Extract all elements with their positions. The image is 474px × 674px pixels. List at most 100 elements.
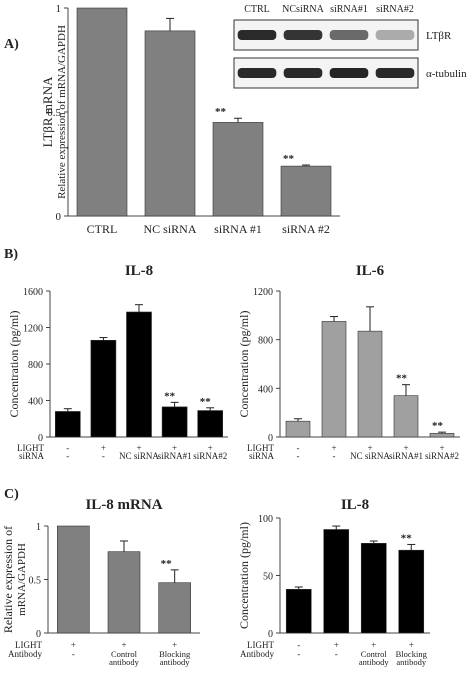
bar — [285, 420, 311, 438]
condition-value: - — [66, 443, 69, 453]
bar — [158, 582, 191, 634]
bar — [126, 311, 152, 438]
significance-mark: ** — [396, 373, 408, 385]
blot-row-label: α-tubulin — [426, 68, 467, 80]
y-tick-label: 800 — [28, 360, 43, 371]
condition-value: siRNA#1 — [158, 451, 192, 461]
bar — [197, 410, 223, 438]
bar — [357, 330, 383, 438]
blot-band — [329, 30, 369, 40]
significance-mark: ** — [401, 532, 413, 544]
condition-value: + — [101, 443, 106, 453]
condition-row-label: siRNA — [249, 451, 275, 461]
condition-value: Blocking — [396, 649, 428, 659]
condition-value: + — [172, 443, 177, 453]
bar — [323, 529, 350, 634]
bar — [107, 551, 141, 634]
condition-row-label: LIGHT — [247, 640, 274, 650]
condition-value: Control — [111, 649, 138, 659]
condition-value: + — [331, 443, 336, 453]
condition-value: - — [297, 451, 300, 461]
condition-value: - — [66, 451, 69, 461]
bar — [321, 321, 347, 438]
y-tick-label: 0 — [36, 629, 41, 640]
y-axis-label: LTβR mRNA — [40, 76, 55, 147]
blot-band — [375, 68, 415, 78]
blot-lane-label: siRNA#1 — [330, 4, 368, 15]
bar — [429, 433, 455, 438]
y-tick-label: 0 — [38, 433, 43, 444]
y-axis-label: Concentration (pg/ml) — [7, 311, 21, 418]
condition-row-label: LIGHT — [17, 443, 44, 453]
y-tick-label: 0 — [268, 629, 273, 640]
condition-value: antibody — [109, 657, 139, 667]
x-tick-label: NC siRNA — [143, 222, 196, 236]
condition-value: + — [208, 443, 213, 453]
condition-value: NC siRNA — [350, 451, 390, 461]
condition-value: - — [335, 649, 338, 659]
condition-row-label: Antibody — [240, 649, 275, 659]
panel-label-b: B) — [4, 247, 18, 262]
bar — [57, 525, 90, 634]
y-tick-label: 50 — [263, 572, 273, 583]
significance-mark: ** — [215, 106, 227, 118]
bar — [144, 30, 196, 217]
chart-a: 0 0.5 1 LTβR mRNA Relative expression of mRN… — [40, 3, 340, 236]
condition-row-label: LIGHT — [15, 640, 42, 650]
y-tick-label: 0 — [56, 211, 62, 223]
condition-row-label: LIGHT — [247, 443, 274, 453]
x-tick-label: siRNA #1 — [214, 222, 262, 236]
chart-c1: IL-8 mRNA 0 0.5 1 Relative expression of mRNA… — [1, 497, 200, 667]
condition-value: + — [172, 640, 177, 650]
condition-value: - — [102, 451, 105, 461]
condition-value: antibody — [160, 657, 190, 667]
condition-value: + — [367, 443, 372, 453]
y-tick-label: 1 — [36, 522, 41, 533]
significance-mark: ** — [283, 153, 295, 165]
condition-value: siRNA#2 — [425, 451, 459, 461]
bar — [90, 339, 117, 438]
blot-row-label: LTβR — [426, 30, 452, 42]
y-tick-label: 1600 — [23, 287, 43, 298]
blot-lane-label: CTRL — [244, 4, 270, 15]
condition-value: antibody — [396, 657, 426, 667]
bar — [280, 165, 332, 217]
condition-value: NC siRNA — [119, 451, 159, 461]
condition-value: + — [371, 640, 376, 650]
chart-title: IL-8 mRNA — [85, 497, 162, 513]
y-axis-label-secondary: Relative expression of mRNA/GAPDH — [56, 25, 68, 199]
bar — [54, 411, 81, 438]
significance-mark: ** — [432, 420, 444, 432]
condition-row-label: Antibody — [8, 649, 43, 659]
y-tick-label: 800 — [258, 336, 273, 347]
chart-title: IL-8 — [125, 263, 153, 279]
chart-b1: IL-8 0 400 800 1200 1600 Concentration (pg/ml)… — [7, 263, 228, 461]
condition-value: - — [333, 451, 336, 461]
condition-value: Control — [361, 649, 388, 659]
significance-mark: ** — [200, 396, 212, 408]
bar — [161, 406, 188, 438]
condition-value: - — [72, 649, 75, 659]
condition-value: Blocking — [159, 649, 191, 659]
y-tick-label: 0 — [268, 433, 273, 444]
blot-band — [283, 30, 323, 40]
condition-value: - — [297, 649, 300, 659]
blot-lane-label: siRNA#2 — [376, 4, 414, 15]
blot-band — [283, 68, 323, 78]
charts-layer: 0 0.5 1 LTβR mRNA Relative expression of mRN… — [1, 3, 460, 667]
condition-value: + — [121, 640, 126, 650]
western-blot: CTRL NCsiRNA siRNA#1 siRNA#2 LTβR α-tubulin — [233, 4, 467, 89]
x-tick-label: siRNA #2 — [282, 222, 330, 236]
condition-value: + — [439, 443, 444, 453]
x-tick-label: CTRL — [87, 222, 118, 236]
condition-value: + — [334, 640, 339, 650]
blot-band — [329, 68, 369, 78]
bar — [285, 588, 312, 634]
bar — [393, 395, 419, 438]
y-tick-label: 1200 — [253, 287, 273, 298]
condition-value: + — [71, 640, 76, 650]
bar — [360, 542, 387, 634]
y-tick-label: 0.5 — [47, 107, 61, 119]
y-tick-label: 400 — [258, 384, 273, 395]
